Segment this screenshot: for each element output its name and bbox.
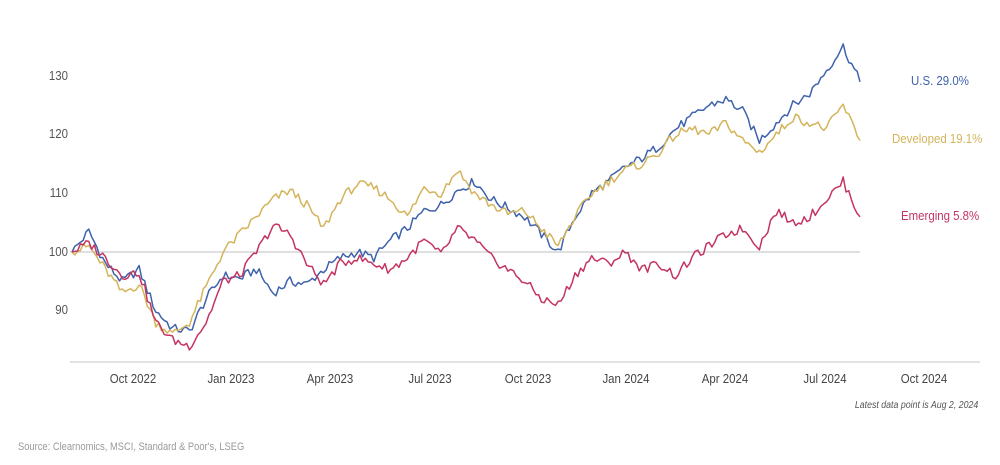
x-tick-jan-2024: Jan 2024: [602, 371, 650, 386]
legend-emerging: Emerging 5.8%: [901, 208, 980, 223]
x-tick-jul-2024: Jul 2024: [803, 371, 847, 386]
y-tick-90: 90: [55, 302, 68, 317]
y-tick-130: 130: [48, 68, 68, 83]
x-tick-apr-2024: Apr 2024: [701, 371, 749, 386]
x-tick-oct-2023: Oct 2023: [504, 371, 552, 386]
x-tick-jan-2023: Jan 2023: [207, 371, 255, 386]
latest-data-note: Latest data point is Aug 2, 2024: [854, 400, 978, 411]
y-tick-120: 120: [48, 126, 68, 141]
x-tick-oct-2022: Oct 2022: [109, 371, 157, 386]
legend-developed: Developed 19.1%: [892, 131, 983, 146]
series-line-emerging: [71, 176, 861, 351]
source-note: Source: Clearnomics, MSCI, Standard & Po…: [18, 441, 245, 453]
y-tick-110: 110: [49, 185, 68, 200]
series-lines: [71, 43, 861, 351]
y-tick-100: 100: [48, 244, 68, 259]
legend-us: U.S. 29.0%: [911, 73, 969, 88]
series-line-developed: [71, 103, 861, 334]
x-tick-apr-2023: Apr 2023: [306, 371, 354, 386]
series-line-us: [71, 43, 861, 333]
x-tick-jul-2023: Jul 2023: [408, 371, 452, 386]
x-tick-oct-2024: Oct 2024: [900, 371, 948, 386]
